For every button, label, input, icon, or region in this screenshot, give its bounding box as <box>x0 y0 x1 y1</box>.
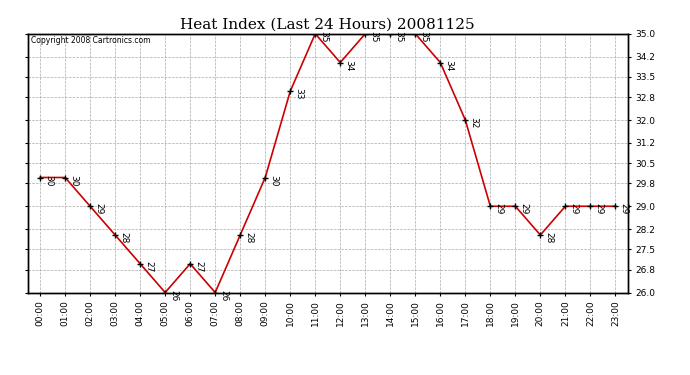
Text: 29: 29 <box>95 204 103 215</box>
Text: 35: 35 <box>319 31 328 42</box>
Text: 28: 28 <box>244 232 253 244</box>
Text: 34: 34 <box>444 60 453 71</box>
Text: 30: 30 <box>69 175 78 186</box>
Text: 29: 29 <box>520 204 529 215</box>
Text: 29: 29 <box>495 204 504 215</box>
Text: 29: 29 <box>595 204 604 215</box>
Text: 35: 35 <box>369 31 378 42</box>
Text: 29: 29 <box>569 204 578 215</box>
Text: 30: 30 <box>269 175 278 186</box>
Text: 33: 33 <box>295 88 304 100</box>
Text: 26: 26 <box>219 290 228 301</box>
Text: 35: 35 <box>420 31 428 42</box>
Text: 28: 28 <box>544 232 553 244</box>
Text: 26: 26 <box>169 290 178 301</box>
Text: Copyright 2008 Cartronics.com: Copyright 2008 Cartronics.com <box>30 36 150 45</box>
Text: 27: 27 <box>195 261 204 272</box>
Text: 29: 29 <box>620 204 629 215</box>
Text: 34: 34 <box>344 60 353 71</box>
Text: 27: 27 <box>144 261 153 272</box>
Title: Heat Index (Last 24 Hours) 20081125: Heat Index (Last 24 Hours) 20081125 <box>181 17 475 31</box>
Text: 28: 28 <box>119 232 128 244</box>
Text: 35: 35 <box>395 31 404 42</box>
Text: 32: 32 <box>469 117 478 129</box>
Text: 30: 30 <box>44 175 53 186</box>
